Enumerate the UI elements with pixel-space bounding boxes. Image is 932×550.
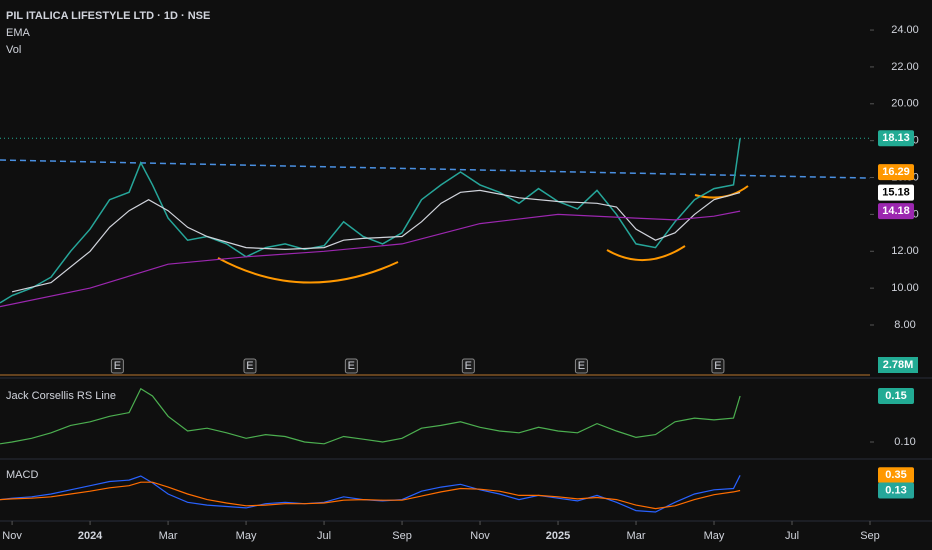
earnings-marker bbox=[243, 358, 257, 374]
x-tick-label: Jul bbox=[785, 530, 799, 542]
panel-title: MACD bbox=[6, 469, 38, 481]
price-label: 14.18 bbox=[882, 205, 910, 217]
x-tick-label: May bbox=[704, 530, 725, 542]
earnings-label: E bbox=[714, 360, 721, 372]
y-tick-label: 0.10 bbox=[894, 436, 915, 448]
price-label-box bbox=[878, 164, 914, 181]
x-tick-label: Mar bbox=[627, 530, 646, 542]
price-label-box bbox=[878, 203, 914, 220]
series-line bbox=[0, 481, 741, 510]
y-tick-label: 24.00 bbox=[891, 24, 919, 36]
volume-label: 2.78M bbox=[883, 359, 914, 371]
earnings-label: E bbox=[114, 360, 121, 372]
indicator-label: Vol bbox=[6, 44, 21, 56]
earnings-marker bbox=[574, 358, 588, 374]
earnings-label: E bbox=[246, 360, 253, 372]
series-line bbox=[0, 138, 741, 304]
x-tick-label: Sep bbox=[860, 530, 880, 542]
price-label: 15.18 bbox=[882, 187, 910, 199]
chart-title: PIL ITALICA LIFESTYLE LTD · 1D · NSE bbox=[6, 10, 210, 22]
x-tick-label: Nov bbox=[2, 530, 22, 542]
price-label: 0.35 bbox=[885, 469, 906, 481]
x-tick-label: May bbox=[236, 530, 257, 542]
y-tick-label: 20.00 bbox=[891, 98, 919, 110]
x-tick-label: Sep bbox=[392, 530, 412, 542]
x-tick-label: 2025 bbox=[546, 530, 570, 542]
price-label-box bbox=[878, 130, 914, 147]
x-tick-label: Mar bbox=[159, 530, 178, 542]
earnings-label: E bbox=[465, 360, 472, 372]
y-tick-label: 12.00 bbox=[891, 245, 919, 257]
x-tick-label: Jul bbox=[317, 530, 331, 542]
earnings-marker bbox=[711, 358, 725, 374]
cup-annotation bbox=[606, 245, 686, 261]
y-tick-label: 22.00 bbox=[891, 61, 919, 73]
earnings-label: E bbox=[348, 360, 355, 372]
price-label-box bbox=[878, 184, 914, 201]
y-tick-label: 8.00 bbox=[894, 319, 915, 331]
series-line bbox=[0, 387, 741, 445]
price-label: 0.15 bbox=[885, 390, 906, 402]
y-tick-label: 10.00 bbox=[891, 282, 919, 294]
indicator-label: EMA bbox=[6, 27, 31, 39]
cup-annotation bbox=[217, 257, 399, 284]
earnings-label: E bbox=[578, 360, 585, 372]
series-line bbox=[0, 210, 741, 308]
x-tick-label: 2024 bbox=[78, 530, 103, 542]
price-label: 16.29 bbox=[882, 166, 910, 178]
earnings-marker bbox=[461, 358, 475, 374]
earnings-marker bbox=[110, 358, 124, 374]
x-tick-label: Nov bbox=[470, 530, 490, 542]
price-label-box bbox=[878, 388, 914, 405]
volume-label-box bbox=[878, 357, 918, 373]
price-label-box bbox=[878, 467, 914, 484]
price-label: 0.13 bbox=[885, 484, 906, 496]
panel-title: Jack Corsellis RS Line bbox=[6, 390, 116, 402]
earnings-marker bbox=[344, 358, 358, 374]
trendline bbox=[0, 159, 871, 179]
price-label: 18.13 bbox=[882, 132, 910, 144]
price-label-box bbox=[878, 482, 914, 499]
series-line bbox=[11, 189, 741, 293]
